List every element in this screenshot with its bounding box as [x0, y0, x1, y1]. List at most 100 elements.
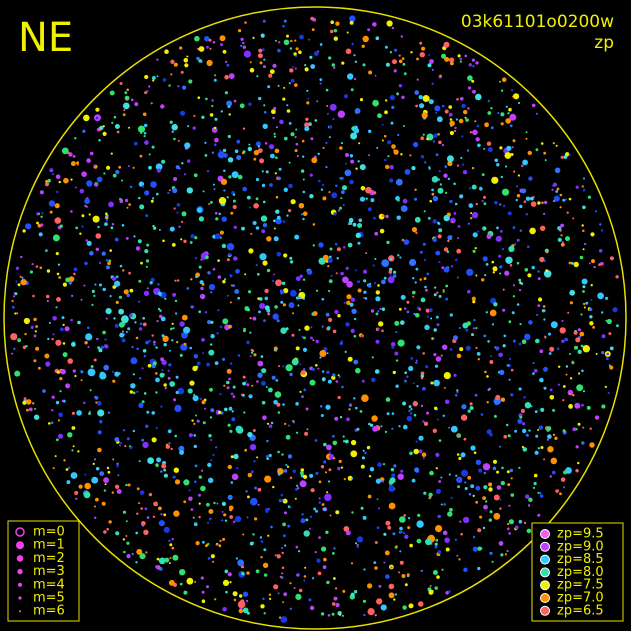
- star: [137, 125, 146, 133]
- star: [243, 327, 247, 331]
- star: [436, 291, 439, 294]
- star: [381, 214, 385, 218]
- star: [318, 501, 321, 504]
- star: [248, 143, 251, 146]
- star: [581, 224, 584, 227]
- star: [543, 318, 546, 321]
- star: [568, 261, 572, 265]
- star: [529, 227, 536, 235]
- star: [508, 107, 512, 112]
- star: [214, 117, 218, 121]
- star: [456, 453, 460, 456]
- star: [332, 435, 335, 438]
- star: [227, 105, 231, 108]
- star: [317, 571, 322, 576]
- star: [175, 375, 179, 379]
- star: [325, 88, 329, 92]
- star: [512, 139, 516, 143]
- star: [255, 226, 260, 230]
- star: [456, 389, 459, 392]
- star: [200, 485, 206, 492]
- star: [222, 607, 227, 612]
- star: [365, 197, 368, 200]
- star: [153, 343, 156, 346]
- star: [103, 489, 107, 492]
- star: [136, 512, 139, 515]
- star: [416, 538, 422, 544]
- star: [329, 103, 337, 111]
- star: [202, 190, 205, 193]
- star: [399, 550, 402, 553]
- star: [271, 109, 276, 115]
- star: [369, 467, 375, 472]
- star: [146, 287, 149, 290]
- star: [504, 152, 512, 159]
- star: [212, 183, 215, 186]
- star: [206, 59, 213, 67]
- star: [221, 501, 226, 506]
- star: [450, 61, 454, 66]
- star: [533, 482, 537, 486]
- star: [121, 224, 125, 227]
- star: [213, 501, 216, 505]
- star: [253, 460, 256, 463]
- star: [393, 69, 397, 73]
- star: [433, 328, 437, 332]
- star: [318, 480, 322, 484]
- star: [543, 386, 547, 390]
- star: [314, 439, 318, 442]
- star: [230, 455, 234, 459]
- star: [444, 399, 450, 405]
- star: [519, 204, 523, 209]
- star: [406, 415, 413, 422]
- star: [107, 470, 111, 474]
- star: [13, 295, 16, 298]
- star: [562, 486, 566, 489]
- star: [385, 62, 390, 67]
- star: [125, 237, 129, 240]
- legend-label: m=3: [33, 564, 65, 579]
- star: [346, 300, 351, 305]
- star: [242, 607, 249, 614]
- star: [581, 278, 588, 285]
- star: [394, 593, 397, 596]
- star: [560, 234, 563, 237]
- star: [446, 250, 450, 253]
- star: [280, 327, 287, 335]
- star: [275, 209, 280, 214]
- star: [521, 188, 527, 194]
- star: [170, 327, 173, 331]
- star: [151, 411, 155, 415]
- star: [559, 193, 563, 197]
- star: [264, 475, 272, 483]
- star: [213, 188, 216, 191]
- star: [599, 223, 602, 226]
- star: [437, 178, 440, 181]
- star: [70, 178, 73, 181]
- star: [35, 346, 40, 351]
- star: [303, 474, 308, 479]
- star: [121, 179, 124, 182]
- star: [114, 280, 121, 287]
- star: [408, 517, 411, 520]
- star: [263, 548, 267, 552]
- star: [432, 219, 437, 224]
- star: [444, 165, 448, 168]
- star: [298, 50, 302, 54]
- star: [381, 279, 386, 285]
- star: [518, 342, 522, 346]
- star: [356, 536, 364, 543]
- star: [514, 429, 517, 433]
- star: [151, 437, 157, 443]
- star: [488, 482, 493, 487]
- star: [422, 457, 425, 460]
- star: [358, 142, 361, 145]
- star: [180, 238, 183, 241]
- star: [480, 547, 483, 550]
- star: [122, 510, 127, 514]
- star: [319, 405, 323, 408]
- star: [532, 486, 536, 489]
- star: [61, 399, 64, 403]
- star: [467, 409, 471, 413]
- star: [189, 346, 192, 350]
